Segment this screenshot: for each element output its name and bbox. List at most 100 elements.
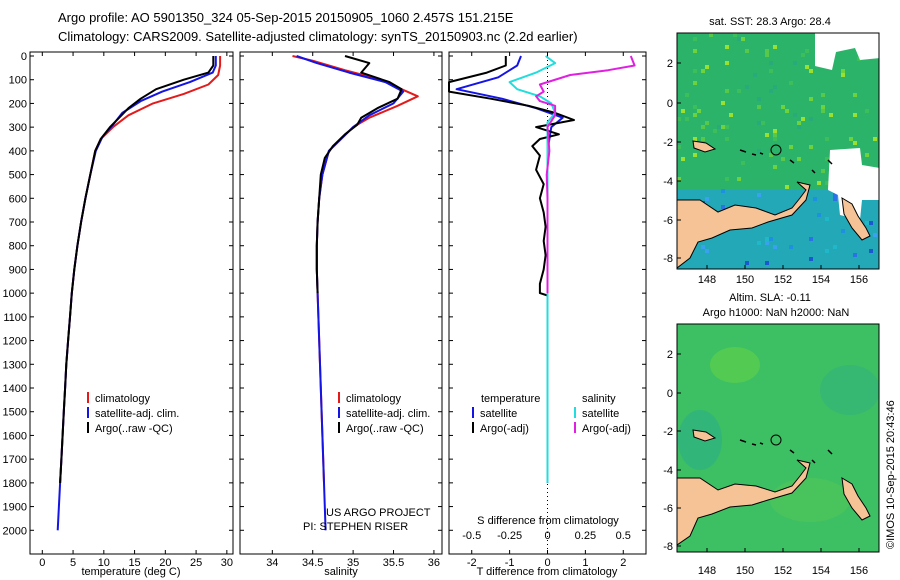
legend-label-argo: Argo(..raw -QC) bbox=[346, 423, 424, 435]
header-line-2: Climatology: CARS2009. Satellite-adjuste… bbox=[58, 29, 578, 44]
map-y-tick-label: -2 bbox=[663, 137, 673, 149]
y-tick-label: 200 bbox=[9, 98, 27, 110]
sst-cell bbox=[841, 69, 845, 73]
sst-cell bbox=[773, 45, 777, 49]
legend-header-temperature: temperature bbox=[481, 393, 540, 405]
x-tick-label: 35 bbox=[347, 557, 359, 569]
sst-cell bbox=[869, 249, 873, 253]
sst-cell bbox=[709, 33, 713, 37]
sst-cell bbox=[853, 253, 857, 257]
sst-cell bbox=[833, 197, 837, 201]
sst-cell bbox=[825, 137, 829, 141]
y-tick-label: 900 bbox=[9, 264, 27, 276]
sst-cell bbox=[693, 81, 697, 85]
y-tick-label: 300 bbox=[9, 122, 27, 134]
new-ireland-land bbox=[841, 197, 871, 241]
sst-cell bbox=[805, 49, 809, 53]
sst-cell bbox=[725, 45, 729, 49]
x-tick-label: 34 bbox=[266, 557, 278, 569]
sst-cell bbox=[789, 245, 793, 249]
y-tick-label: 400 bbox=[9, 146, 27, 158]
map-x-tick-label: 154 bbox=[812, 565, 830, 577]
temperature-panel: 0100200300400500600700800900100011001200… bbox=[3, 51, 233, 569]
sst-cell bbox=[757, 97, 761, 101]
pi-annotation: PI: STEPHEN RISER bbox=[303, 521, 408, 533]
x-tick-label: 30 bbox=[221, 557, 233, 569]
x-tick-label: 10 bbox=[98, 557, 110, 569]
sst-cell bbox=[745, 85, 749, 89]
sst-cell bbox=[865, 153, 869, 157]
x-tick-label: 35.5 bbox=[383, 557, 404, 569]
sst-cell bbox=[753, 73, 757, 77]
sst-cell bbox=[717, 125, 721, 129]
map-x-tick-label: 152 bbox=[774, 274, 792, 286]
sst-cell bbox=[813, 197, 817, 201]
map-x-tick-label: 150 bbox=[736, 274, 754, 286]
sla-map bbox=[676, 323, 880, 553]
sst-cell bbox=[681, 157, 685, 161]
sst-cell bbox=[773, 129, 777, 133]
legend-label-satellite: satellite-adj. clim. bbox=[346, 408, 430, 420]
sla-anomaly-blob bbox=[710, 347, 760, 383]
map-y-tick-label: -6 bbox=[663, 215, 673, 227]
sst-cell bbox=[809, 257, 813, 261]
small-islands bbox=[739, 439, 833, 464]
series-line bbox=[296, 55, 405, 531]
sst-cell bbox=[765, 237, 769, 241]
sst-cell bbox=[869, 221, 873, 225]
sst-cells bbox=[677, 33, 877, 265]
sst-cell bbox=[693, 137, 697, 141]
map-y-tick-label: -6 bbox=[663, 503, 673, 515]
x-tick-label: 1 bbox=[582, 557, 588, 569]
sst-cell bbox=[701, 125, 705, 129]
sst-cell bbox=[725, 177, 729, 181]
x-tick-label: 20 bbox=[159, 557, 171, 569]
sst-cell bbox=[805, 65, 809, 69]
x-tick-label: 0 bbox=[39, 557, 45, 569]
sst-cell bbox=[817, 181, 821, 185]
sst-cell bbox=[825, 181, 829, 185]
sla-map-title-1: Altim. SLA: -0.11 bbox=[729, 292, 811, 304]
sst-cell bbox=[865, 221, 869, 225]
sst-cloud-gap bbox=[828, 148, 879, 220]
new-guinea-land bbox=[677, 181, 811, 269]
y-tick-label: 1100 bbox=[3, 312, 27, 324]
sst-cell bbox=[809, 145, 813, 149]
sst-cell bbox=[737, 37, 741, 41]
sst-cell bbox=[809, 237, 813, 241]
sst-cell bbox=[769, 89, 773, 93]
sla-anomaly-blob bbox=[820, 365, 879, 415]
sst-cell bbox=[801, 117, 805, 121]
sla-anomaly-blob bbox=[770, 478, 850, 522]
sst-cell bbox=[765, 261, 769, 265]
salinity-plot-frame bbox=[239, 51, 443, 555]
new-ireland-land bbox=[841, 477, 871, 521]
sst-cell bbox=[809, 69, 813, 73]
legend-label-s-satellite: satellite bbox=[582, 408, 619, 420]
x-tick-label-top: 0.25 bbox=[575, 530, 596, 542]
argo-position-marker bbox=[770, 434, 782, 446]
legend-label-climatology: climatology bbox=[95, 393, 151, 405]
map-y-tick-label: -4 bbox=[663, 176, 673, 188]
salinity-legend: climatology satellite-adj. clim. Argo(..… bbox=[338, 392, 430, 435]
sst-cell bbox=[701, 245, 705, 249]
island-land bbox=[692, 140, 717, 153]
y-tick-label: 0 bbox=[21, 51, 27, 63]
sst-cell bbox=[721, 205, 725, 209]
x-tick-label: 15 bbox=[128, 557, 140, 569]
sst-cell bbox=[833, 245, 837, 249]
map-y-tick-label: 0 bbox=[667, 98, 673, 110]
sst-cell bbox=[693, 37, 697, 41]
salinity-panel: 34 34.5 35 35.5 36 bbox=[240, 52, 442, 569]
sst-cell bbox=[729, 113, 733, 117]
map-x-tick-label: 156 bbox=[850, 274, 868, 286]
sst-cell bbox=[693, 105, 697, 109]
sst-cell bbox=[773, 85, 777, 89]
sst-cell bbox=[697, 109, 701, 113]
map-y-tick-label: -2 bbox=[663, 426, 673, 438]
sst-cell bbox=[841, 229, 845, 233]
legend-label-t-satellite: satellite bbox=[480, 408, 517, 420]
map-x-tick-label: 148 bbox=[698, 274, 716, 286]
